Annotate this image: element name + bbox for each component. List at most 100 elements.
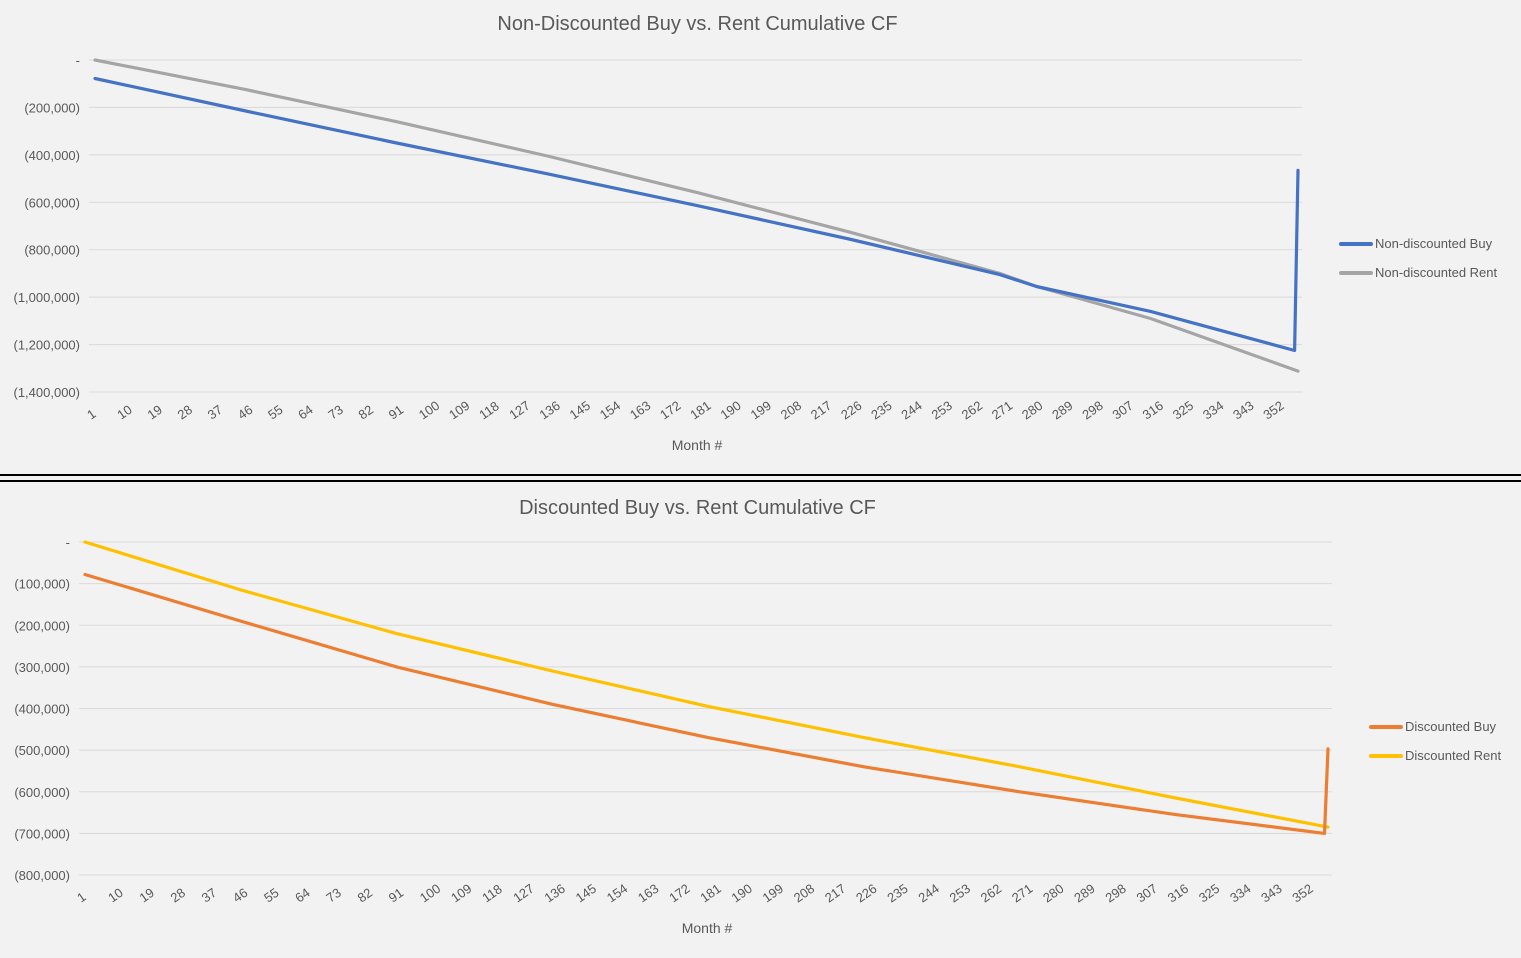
x-tick-label: 289 [1049, 398, 1075, 423]
x-tick-label: 262 [959, 398, 985, 423]
series-line-non-discounted-buy[interactable] [93, 76, 1300, 353]
legend-label: Discounted Buy [1405, 719, 1497, 734]
x-tick-label: 154 [604, 881, 630, 906]
series-line-discounted-buy[interactable] [83, 572, 1330, 835]
x-axis-title: Month # [672, 437, 723, 453]
plot-area: - (200,000) (400,000) (600,000) (800,000) (1,… [14, 53, 1302, 453]
x-tick-label: 343 [1258, 881, 1284, 906]
y-tick-label: - [76, 53, 80, 68]
series-line-discounted-rent[interactable] [83, 540, 1330, 829]
y-tick-label: (800,000) [14, 868, 70, 883]
x-tick-label: 217 [822, 881, 848, 906]
x-tick-label: 154 [597, 398, 623, 423]
divider-line [0, 474, 1521, 476]
y-tick-label: (400,000) [14, 702, 70, 717]
x-tick-label: 1 [84, 406, 99, 422]
x-tick-label: 316 [1165, 881, 1191, 906]
x-tick-label: 145 [567, 398, 593, 423]
discounted-chart[interactable]: Discounted Buy vs. Rent Cumulative CF - (… [0, 484, 1521, 958]
x-tick-label: 10 [114, 402, 134, 423]
x-tick-label: 19 [144, 402, 164, 423]
x-tick-label: 55 [265, 402, 285, 423]
x-tick-label: 235 [868, 398, 894, 423]
x-tick-label: 28 [175, 402, 195, 423]
legend-label: Discounted Rent [1405, 748, 1502, 763]
x-tick-label: 298 [1102, 881, 1128, 906]
x-tick-label: 109 [448, 881, 474, 906]
y-tick-label: (200,000) [24, 100, 80, 115]
x-tick-label: 91 [386, 885, 406, 906]
x-tick-label: 262 [978, 881, 1004, 906]
x-tick-label: 280 [1040, 881, 1066, 906]
x-tick-label: 271 [1009, 881, 1035, 906]
x-tick-label: 217 [808, 398, 834, 423]
y-tick-label: (200,000) [14, 618, 70, 633]
x-tick-label: 343 [1230, 398, 1256, 423]
x-tick-label: 163 [635, 881, 661, 906]
y-tick-label: (100,000) [14, 577, 70, 592]
line-swatch-icon [1369, 753, 1403, 758]
x-tick-label: 46 [235, 402, 255, 423]
x-tick-label: 118 [476, 398, 502, 422]
x-tick-label: 280 [1019, 398, 1045, 423]
x-tick-label: 253 [947, 881, 973, 906]
x-tick-label: 316 [1140, 398, 1166, 423]
legend: Discounted Buy Discounted Rent [1369, 712, 1501, 770]
y-tick-label: (1,000,000) [14, 290, 81, 305]
x-tick-label: 289 [1071, 881, 1097, 906]
legend-item-rent[interactable]: Discounted Rent [1369, 741, 1501, 770]
x-tick-label: 109 [446, 398, 472, 423]
y-tick-label: (400,000) [24, 148, 80, 163]
x-tick-label: 64 [292, 885, 312, 906]
legend-item-buy[interactable]: Discounted Buy [1369, 712, 1501, 741]
x-tick-label: 82 [355, 885, 375, 906]
x-tick-label: 199 [748, 398, 774, 423]
non-discounted-chart[interactable]: Non-Discounted Buy vs. Rent Cumulative C… [0, 0, 1521, 474]
x-tick-label: 73 [325, 402, 345, 423]
legend-label: Non-discounted Buy [1375, 236, 1493, 251]
x-tick-label: 100 [416, 398, 442, 423]
y-tick-label: - [66, 535, 70, 550]
y-tick-label: (1,200,000) [14, 338, 81, 353]
x-tick-label: 244 [915, 881, 941, 906]
y-tick-label: (600,000) [14, 785, 70, 800]
x-tick-label: 334 [1200, 398, 1226, 423]
x-tick-label: 163 [627, 398, 653, 423]
chart-title: Discounted Buy vs. Rent Cumulative CF [519, 497, 876, 519]
x-tick-label: 226 [838, 398, 864, 423]
x-tick-label: 100 [417, 881, 443, 906]
line-swatch-icon [1339, 241, 1373, 246]
x-tick-label: 253 [929, 398, 955, 423]
series-line-non-discounted-rent[interactable] [93, 58, 1300, 373]
x-tick-label: 352 [1289, 881, 1315, 906]
x-tick-label: 325 [1170, 398, 1196, 423]
x-tick-label: 37 [205, 402, 225, 423]
x-tick-label: 307 [1134, 881, 1160, 906]
line-swatch-icon [1369, 724, 1403, 729]
y-tick-label: (800,000) [24, 243, 80, 258]
x-tick-label: 91 [386, 402, 406, 423]
x-tick-label: 307 [1110, 398, 1136, 423]
chart-title: Non-Discounted Buy vs. Rent Cumulative C… [497, 13, 898, 35]
x-tick-label: 64 [295, 402, 315, 423]
x-tick-label: 1 [74, 889, 89, 905]
legend-item-rent[interactable]: Non-discounted Rent [1339, 258, 1497, 287]
y-tick-label: (300,000) [14, 660, 70, 675]
legend: Non-discounted Buy Non-discounted Rent [1339, 229, 1497, 287]
x-tick-label: 208 [778, 398, 804, 423]
x-tick-label: 28 [168, 885, 188, 906]
x-tick-label: 181 [687, 398, 713, 423]
x-tick-label: 136 [542, 881, 568, 906]
y-tick-label: (700,000) [14, 826, 70, 841]
x-tick-label: 334 [1227, 881, 1253, 906]
plot-area: - (100,000) (200,000) (300,000) (400,000) (50… [14, 535, 1332, 936]
x-axis-title: Month # [682, 920, 733, 936]
x-tick-label: 352 [1260, 398, 1286, 423]
x-tick-label: 46 [230, 885, 250, 906]
x-tick-label: 10 [105, 885, 125, 906]
legend-item-buy[interactable]: Non-discounted Buy [1339, 229, 1497, 258]
x-tick-label: 235 [884, 881, 910, 906]
x-tick-label: 190 [729, 881, 755, 906]
x-tick-label: 325 [1196, 881, 1222, 906]
y-tick-label: (500,000) [14, 743, 70, 758]
